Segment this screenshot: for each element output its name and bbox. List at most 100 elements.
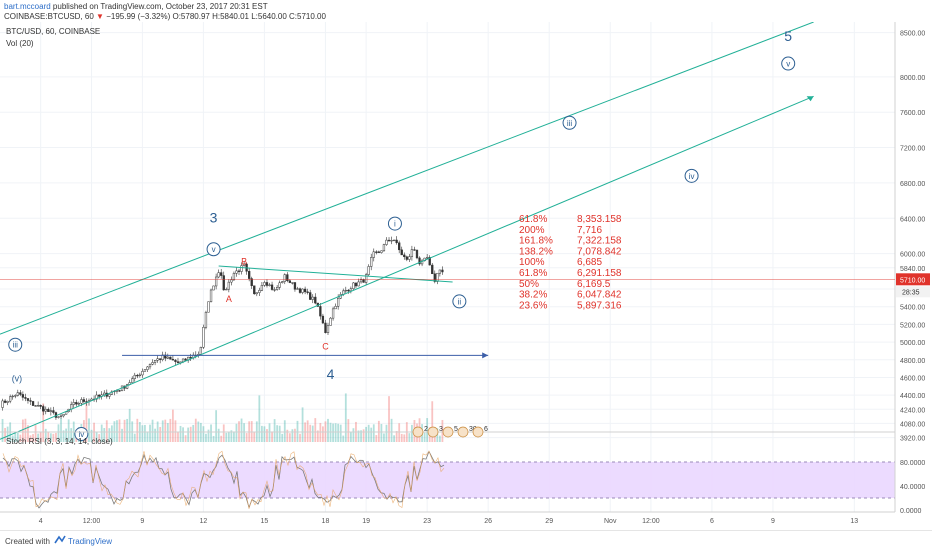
wave-label-text: v (212, 245, 216, 254)
candles (1, 236, 444, 420)
volume-bar (334, 423, 337, 442)
candle-body (433, 273, 436, 282)
volume-bar (398, 423, 401, 442)
candle-body (413, 249, 416, 251)
author-link[interactable]: bart.mccoard (4, 2, 51, 11)
volume-bar (400, 433, 403, 442)
candle-body (143, 369, 147, 372)
candle-body (16, 392, 19, 396)
candle-body (98, 394, 101, 397)
price-tick-label: 4800.00 (900, 358, 925, 365)
candle-body (306, 291, 309, 293)
wave-label-circle (74, 427, 89, 442)
volume-bar (403, 434, 406, 442)
event-badge-count: 3 (439, 426, 443, 433)
time-tick-label: 9 (771, 518, 775, 525)
volume-bar (174, 420, 177, 442)
candle-body (133, 374, 136, 379)
candle-body (159, 358, 162, 360)
volume-bar (123, 419, 126, 442)
event-badge-count: 5 (454, 426, 458, 433)
candle-body (303, 288, 307, 293)
volume-bar (316, 430, 319, 442)
candle-body (184, 358, 187, 361)
candle-body (380, 250, 383, 253)
candle-body (6, 400, 9, 403)
volume-bar (37, 433, 40, 442)
time-tick-label: 12:00 (642, 518, 660, 525)
time-tick-label: 12 (200, 518, 208, 525)
candle-body (108, 393, 111, 397)
candle-body (174, 359, 177, 362)
candle-body (235, 270, 238, 274)
candle-body (326, 325, 330, 333)
candle-body (207, 301, 210, 313)
wave-label-text: iv (78, 430, 84, 439)
volume-bar (357, 430, 360, 442)
volume-bar (362, 429, 365, 442)
candle-body (278, 282, 281, 288)
legend-symbol: BTC/USD, 60, COINBASE (6, 27, 100, 36)
stoch-tick-label: 0.0000 (900, 508, 922, 515)
candle-body (392, 239, 396, 242)
wave-label: iii (562, 115, 577, 130)
price-tick-label: 5840.00 (900, 266, 925, 273)
event-badge-icon (442, 426, 454, 438)
event-badge-icon (412, 426, 424, 438)
candle-body (230, 279, 233, 283)
fib-pct: 61.8% (519, 214, 547, 225)
volume-bar (205, 433, 207, 442)
stoch-label: Stoch RSI (3, 3, 14, 14, close) (6, 437, 113, 446)
candle-body (39, 405, 42, 407)
fib-price: 7,322.158 (577, 236, 622, 247)
volume-bar (423, 432, 426, 442)
volume-bar (42, 403, 45, 442)
volume-bar (161, 420, 164, 442)
volume-bar (263, 426, 266, 442)
horizontal-arrow-head-icon (482, 352, 489, 359)
channel-upper-line (0, 22, 814, 335)
candle-body (141, 371, 144, 376)
publish-line: bart.mccoard published on TradingView.co… (4, 2, 268, 11)
price-tick-label: 4080.00 (900, 421, 925, 428)
candle-body (148, 364, 152, 368)
volume-bar (100, 424, 103, 442)
volume-bar (370, 427, 373, 442)
fib-pct: 100% (519, 257, 545, 268)
volume-bar (141, 425, 144, 442)
wave-label-text: i (394, 220, 396, 229)
candle-body (288, 280, 291, 283)
volume-bar (192, 424, 195, 442)
volume-bar (49, 433, 52, 442)
event-badge-count: 2 (424, 426, 428, 433)
volume-bar (187, 427, 190, 442)
time-tick-label: 9 (140, 518, 144, 525)
tradingview-brand[interactable]: TradingView (68, 537, 113, 546)
volume-bar (301, 407, 304, 442)
volume-bar (433, 432, 436, 442)
price-tick-label: 7200.00 (900, 146, 925, 153)
wave-label-text: v (786, 60, 790, 69)
volume-bar (342, 435, 345, 442)
volume-bar (217, 428, 220, 442)
fib-pct: 161.8% (519, 236, 553, 247)
candle-body (189, 356, 192, 359)
volume-bar (352, 428, 355, 442)
price-tick-label: 7600.00 (900, 110, 925, 117)
time-axis[interactable]: 4 12:00 9 12 15 18 19 23 26 29 Nov 12:00 6 9 13 (0, 511, 895, 525)
volume-bar (47, 431, 50, 442)
event-badges[interactable]: 2 3 5 30 6 (412, 426, 488, 438)
candle-body (364, 274, 368, 283)
volume-bars (1, 393, 444, 442)
volume-bar (133, 433, 136, 442)
volume-bar (322, 426, 324, 442)
volume-bar (52, 433, 55, 442)
fib-price: 6,169.5 (577, 279, 611, 290)
stoch-tick-label: 80.0000 (900, 460, 925, 467)
candle-body (34, 405, 37, 407)
candle-body (273, 289, 276, 291)
candle-body (72, 402, 75, 405)
candle-body (367, 266, 370, 275)
volume-bar (314, 418, 317, 442)
